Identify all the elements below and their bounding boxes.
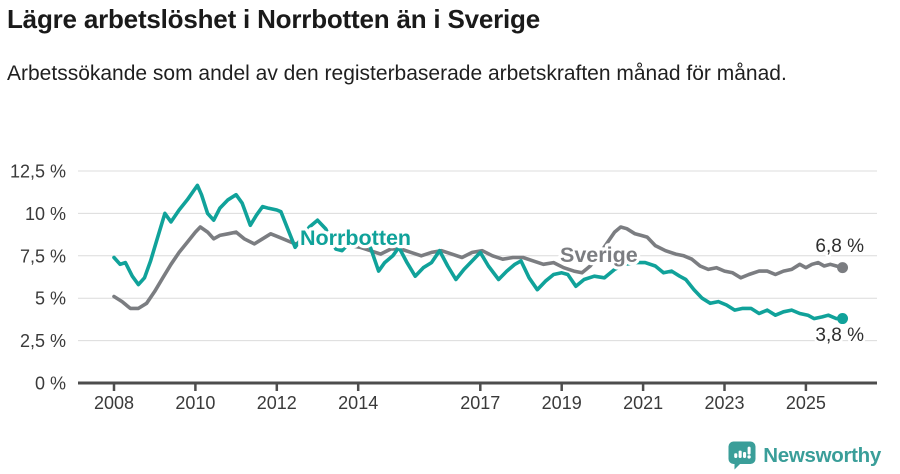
- brand-name: Newsworthy: [763, 443, 881, 467]
- end-dot-sverige: [837, 262, 849, 274]
- series-label-sverige: Sverige: [560, 243, 638, 267]
- series-line-sverige: [112, 225, 845, 311]
- series-label-norrbotten: Norrbotten: [300, 226, 411, 250]
- x-tick-label: 2019: [542, 393, 582, 413]
- x-tick-label: 2008: [94, 393, 134, 413]
- newsworthy-logo-icon: [728, 441, 756, 470]
- y-tick-label: 7,5 %: [20, 246, 66, 266]
- end-dot-norrbotten: [837, 313, 849, 325]
- x-axis: [78, 381, 877, 391]
- series-lines: [112, 183, 845, 321]
- y-tick-label: 5 %: [35, 289, 66, 309]
- series-line-norrbotten: [112, 183, 845, 321]
- x-tick-label: 2017: [460, 393, 500, 413]
- axis-tick-labels: 2008 2010 2012 2014 2017 2019 2021 2023 2025 0 % 2…: [10, 162, 826, 414]
- gridlines: [78, 170, 877, 342]
- y-tick-label: 12,5 %: [10, 162, 66, 182]
- series-end-markers: 6,8 % 3,8 %: [813, 234, 867, 349]
- y-tick-label: 0 %: [35, 374, 66, 394]
- x-tick-label: 2023: [704, 393, 744, 413]
- end-value-label-sverige: 6,8 %: [815, 236, 864, 257]
- y-tick-label: 2,5 %: [20, 331, 66, 351]
- x-tick-label: 2010: [175, 393, 215, 413]
- x-tick-label: 2025: [786, 393, 826, 413]
- chart-title: Lägre arbetslöshet i Norrbotten än i Sve…: [7, 4, 540, 34]
- x-tick-label: 2012: [257, 393, 297, 413]
- brand-attribution: Newsworthy: [728, 441, 881, 470]
- x-tick-label: 2014: [338, 393, 378, 413]
- end-value-label-norrbotten: 3,8 %: [815, 325, 864, 346]
- series-inline-labels: Sverige Norrbotten: [297, 223, 641, 271]
- y-tick-label: 10 %: [25, 204, 66, 224]
- x-tick-label: 2021: [623, 393, 663, 413]
- chart-subtitle: Arbetssökande som andel av den registerb…: [7, 62, 787, 85]
